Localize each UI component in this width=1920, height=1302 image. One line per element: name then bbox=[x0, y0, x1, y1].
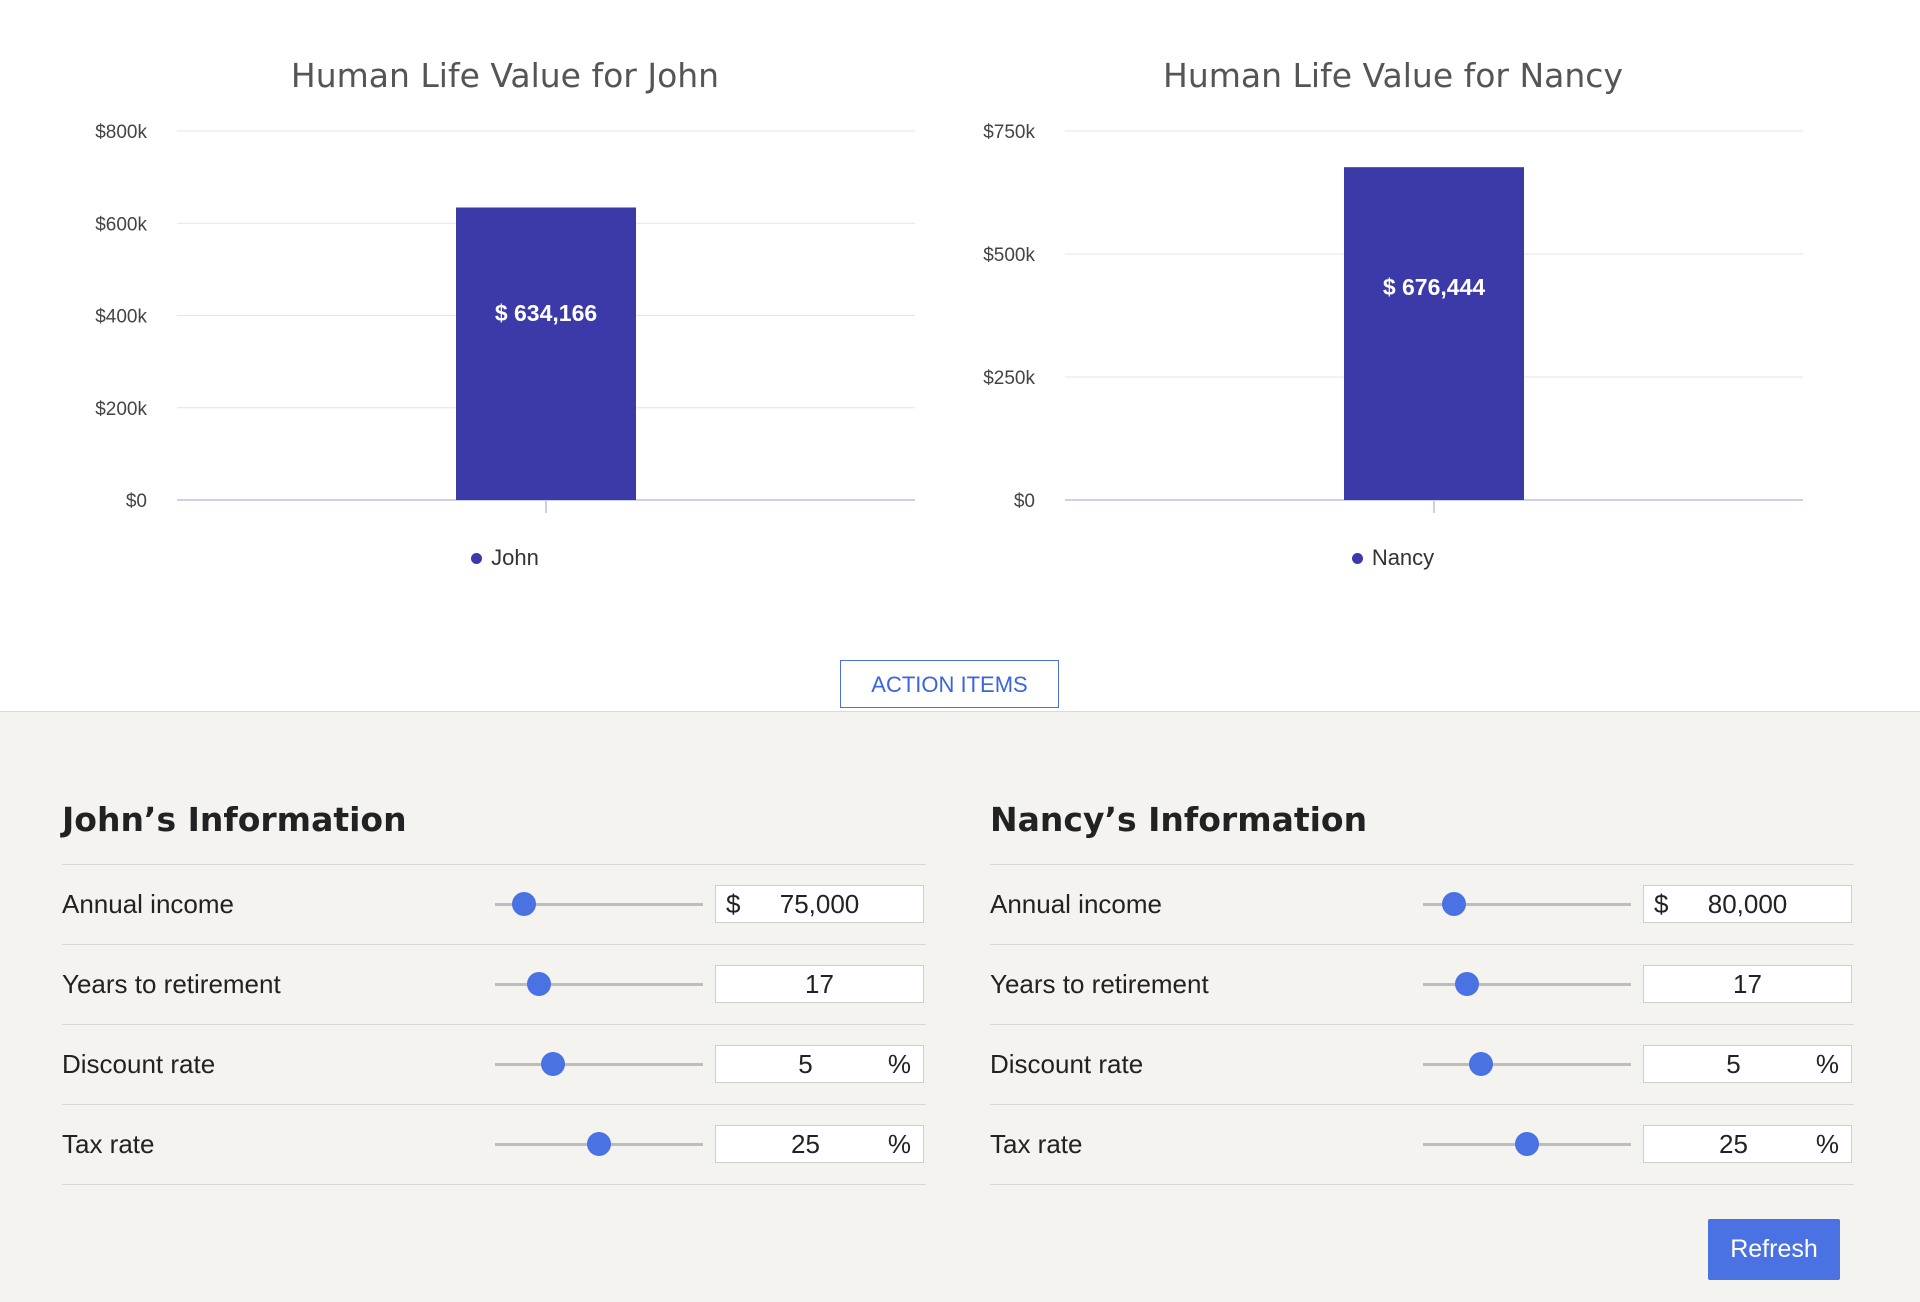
info-row: Tax rate 25% bbox=[990, 1105, 1854, 1185]
slider-thumb[interactable] bbox=[1469, 1052, 1494, 1076]
slider[interactable] bbox=[1423, 972, 1631, 996]
y-tick-label: $600k bbox=[95, 214, 147, 235]
input-value[interactable]: 25 bbox=[1719, 1129, 1748, 1159]
y-tick-label: $500k bbox=[983, 245, 1035, 266]
slider[interactable] bbox=[495, 1132, 703, 1156]
chart-legend[interactable]: John bbox=[55, 545, 955, 571]
chart-john: Human Life Value for John $0 $200k $400k $6… bbox=[55, 0, 955, 600]
slider-thumb[interactable] bbox=[587, 1132, 611, 1156]
input-value[interactable]: 25 bbox=[791, 1129, 820, 1159]
value-input[interactable]: 5% bbox=[1643, 1045, 1852, 1083]
value-input[interactable]: 25% bbox=[715, 1125, 924, 1163]
chart-nancy-svg: $0 $250k $500k $750k $ 676,444 bbox=[983, 122, 1803, 513]
percent-suffix: % bbox=[1815, 1049, 1839, 1079]
input-value[interactable]: 17 bbox=[805, 969, 834, 999]
info-panel bbox=[0, 711, 1920, 1302]
nancy-information: Nancy’s Information Annual income $80,000… bbox=[990, 800, 1854, 1185]
percent-suffix: % bbox=[887, 1129, 911, 1159]
slider[interactable] bbox=[495, 892, 703, 916]
bar bbox=[456, 207, 636, 500]
value-input[interactable]: $75,000 bbox=[715, 885, 924, 923]
refresh-button[interactable]: Refresh bbox=[1708, 1219, 1840, 1280]
currency-prefix: $ bbox=[1654, 889, 1669, 919]
chart-nancy: Human Life Value for Nancy $0 $250k $500k $… bbox=[943, 0, 1843, 600]
legend-label: Nancy bbox=[1371, 545, 1435, 570]
input-value[interactable]: 5 bbox=[798, 1049, 813, 1079]
row-label: Annual income bbox=[62, 889, 234, 919]
row-label: Tax rate bbox=[990, 1129, 1083, 1159]
slider-thumb[interactable] bbox=[1454, 972, 1479, 996]
input-value[interactable]: 17 bbox=[1733, 969, 1762, 999]
info-row: Years to retirement 17 bbox=[990, 945, 1854, 1025]
slider[interactable] bbox=[1423, 1052, 1631, 1076]
row-label: Years to retirement bbox=[62, 969, 281, 999]
value-input[interactable]: $80,000 bbox=[1643, 885, 1852, 923]
section-title: John’s Information bbox=[62, 800, 926, 865]
slider[interactable] bbox=[495, 1052, 703, 1076]
input-value[interactable]: 80,000 bbox=[1707, 889, 1788, 919]
info-row: Discount rate 5% bbox=[62, 1025, 926, 1105]
value-input[interactable]: 25% bbox=[1643, 1125, 1852, 1163]
slider-thumb[interactable] bbox=[526, 972, 551, 996]
percent-suffix: % bbox=[887, 1049, 911, 1079]
value-input[interactable]: 17 bbox=[715, 965, 924, 1003]
slider[interactable] bbox=[1423, 892, 1631, 916]
input-value[interactable]: 75,000 bbox=[779, 889, 860, 919]
y-tick-label: $750k bbox=[983, 122, 1035, 143]
value-input[interactable]: 17 bbox=[1643, 965, 1852, 1003]
bar-data-label: $ 676,444 bbox=[1383, 274, 1486, 300]
row-label: Discount rate bbox=[990, 1049, 1144, 1079]
chart-title: Human Life Value for John bbox=[290, 56, 720, 95]
chart-legend[interactable]: Nancy bbox=[943, 545, 1843, 571]
y-tick-label: $200k bbox=[95, 399, 147, 420]
slider-thumb[interactable] bbox=[1442, 892, 1467, 916]
info-row: Discount rate 5% bbox=[990, 1025, 1854, 1105]
slider[interactable] bbox=[495, 972, 703, 996]
info-row: Years to retirement 17 bbox=[62, 945, 926, 1025]
row-label: Discount rate bbox=[62, 1049, 216, 1079]
action-items-button[interactable]: ACTION ITEMS bbox=[840, 660, 1059, 708]
chart-john-svg: $0 $200k $400k $600k $800k $ 634,166 bbox=[95, 122, 915, 513]
y-tick-label: $0 bbox=[1014, 491, 1035, 512]
value-input[interactable]: 5% bbox=[715, 1045, 924, 1083]
slider-thumb[interactable] bbox=[1515, 1132, 1539, 1156]
info-row: Annual income $75,000 bbox=[62, 865, 926, 945]
legend-dot-icon bbox=[471, 552, 483, 564]
info-row: Annual income $80,000 bbox=[990, 865, 1854, 945]
row-label: Annual income bbox=[990, 889, 1162, 919]
y-tick-label: $800k bbox=[95, 122, 147, 143]
row-label: Years to retirement bbox=[990, 969, 1209, 999]
legend-label: John bbox=[491, 545, 539, 570]
john-information: John’s Information Annual income $75,000 Y… bbox=[62, 800, 926, 1185]
bar-data-label: $ 634,166 bbox=[495, 300, 597, 326]
info-row: Tax rate 25% bbox=[62, 1105, 926, 1185]
y-tick-label: $250k bbox=[983, 368, 1035, 389]
chart-title: Human Life Value for Nancy bbox=[1163, 56, 1623, 95]
currency-prefix: $ bbox=[726, 889, 741, 919]
legend-dot-icon bbox=[1351, 552, 1363, 564]
bar bbox=[1344, 167, 1524, 500]
y-tick-label: $0 bbox=[126, 491, 147, 512]
row-label: Tax rate bbox=[62, 1129, 155, 1159]
slider-thumb[interactable] bbox=[541, 1052, 566, 1076]
slider-thumb[interactable] bbox=[512, 892, 537, 916]
section-title: Nancy’s Information bbox=[990, 800, 1854, 865]
charts-area: Human Life Value for John $0 $200k $400k $6… bbox=[55, 0, 1843, 600]
input-value[interactable]: 5 bbox=[1726, 1049, 1741, 1079]
percent-suffix: % bbox=[1815, 1129, 1839, 1159]
slider[interactable] bbox=[1423, 1132, 1631, 1156]
y-tick-label: $400k bbox=[95, 307, 147, 328]
